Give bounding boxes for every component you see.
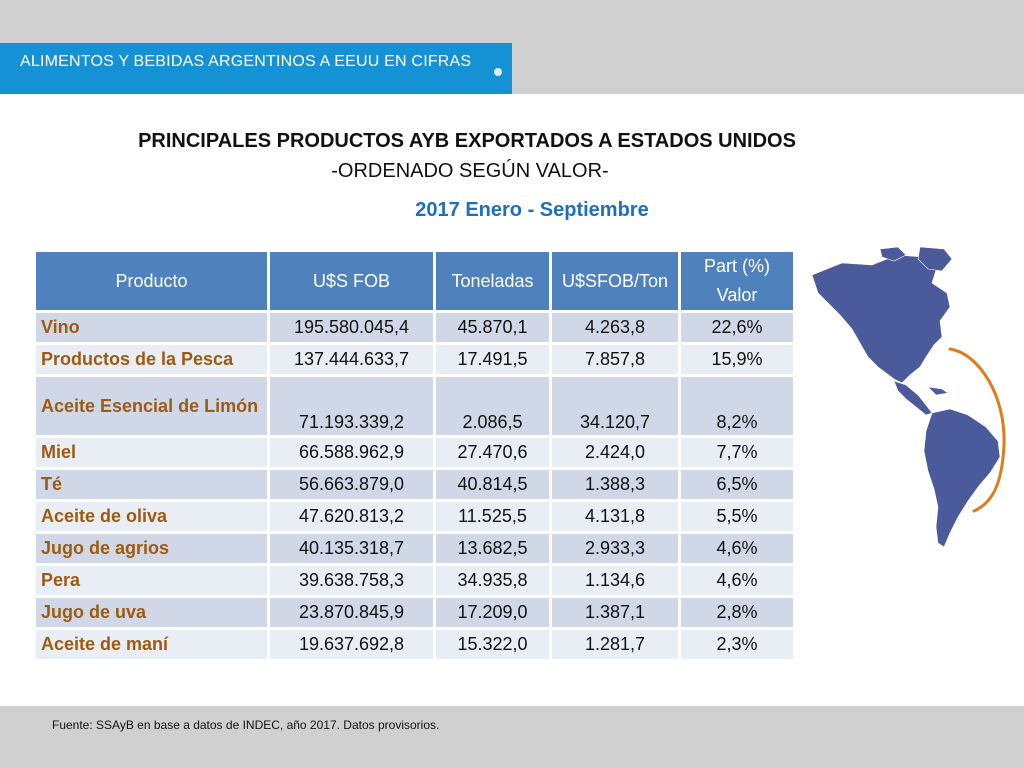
period-label: 2017 Enero - Septiembre [415,199,649,221]
arctic-islands-shape [879,246,907,262]
table-row: Jugo de agrios 40.135.318,7 13.682,5 2.9… [36,534,793,563]
cell-toneladas: 17.209,0 [436,598,549,627]
table-header-row: Producto U$S FOB Toneladas U$SFOB/Ton Pa… [36,252,793,310]
cell-fob: 47.620.813,2 [270,502,433,531]
page-title: PRINCIPALES PRODUCTOS AYB EXPORTADOS A E… [138,130,796,152]
cell-fob-ton: 2.933,3 [552,534,678,563]
north-america-shape [811,254,951,384]
cell-toneladas: 27.470,6 [436,438,549,467]
greenland-shape [917,246,953,272]
cell-part: 2,3% [681,630,793,659]
cell-fob: 195.580.045,4 [270,313,433,342]
cell-producto: Jugo de uva [36,598,267,627]
table-row: Productos de la Pesca 137.444.633,7 17.4… [36,345,793,374]
cell-fob-ton: 7.857,8 [552,345,678,374]
header-tab-label: ALIMENTOS Y BEBIDAS ARGENTINOS A EEUU EN… [20,53,472,70]
cell-fob: 23.870.845,9 [270,598,433,627]
south-america-shape [923,408,1001,548]
trade-route-arc [948,347,1006,513]
caribbean-shape [927,386,949,396]
cell-fob-ton: 2.424,0 [552,438,678,467]
cell-producto: Aceite Esencial de Limón [36,377,267,435]
cell-toneladas: 11.525,5 [436,502,549,531]
cell-fob-ton: 34.120,7 [552,377,678,435]
cell-fob: 71.193.339,2 [270,377,433,435]
header-part-line1: Part (%) [703,256,770,276]
header-fob-ton: U$SFOB/Ton [552,252,678,310]
cell-part: 6,5% [681,470,793,499]
cell-fob-ton: 1.281,7 [552,630,678,659]
americas-map-icon [811,246,1006,548]
table-row: Pera 39.638.758,3 34.935,8 1.134,6 4,6% [36,566,793,595]
header-part: Part (%) Valor [681,252,793,310]
cell-producto: Productos de la Pesca [36,345,267,374]
footer-band: Fuente: SSAyB en base a datos de INDEC, … [0,706,1024,768]
cell-toneladas: 45.870,1 [436,313,549,342]
cell-producto: Jugo de agrios [36,534,267,563]
cell-fob: 19.637.692,8 [270,630,433,659]
header-tab: ALIMENTOS Y BEBIDAS ARGENTINOS A EEUU EN… [0,43,512,94]
cell-producto: Aceite de maní [36,630,267,659]
cell-fob: 137.444.633,7 [270,345,433,374]
header-fob: U$S FOB [270,252,433,310]
header-dot [494,68,502,76]
cell-fob-ton: 4.263,8 [552,313,678,342]
table-row: Miel 66.588.962,9 27.470,6 2.424,0 7,7% [36,438,793,467]
table-row: Aceite de oliva 47.620.813,2 11.525,5 4.… [36,502,793,531]
cell-producto: Miel [36,438,267,467]
page-subtitle: -ORDENADO SEGÚN VALOR- [331,160,609,182]
cell-producto: Aceite de oliva [36,502,267,531]
cell-toneladas: 15.322,0 [436,630,549,659]
cell-part: 7,7% [681,438,793,467]
cell-part: 8,2% [681,377,793,435]
cell-fob: 40.135.318,7 [270,534,433,563]
cell-fob-ton: 1.387,1 [552,598,678,627]
cell-fob-ton: 1.388,3 [552,470,678,499]
cell-part: 2,8% [681,598,793,627]
table-row: Té 56.663.879,0 40.814,5 1.388,3 6,5% [36,470,793,499]
table-row: Aceite Esencial de Limón 71.193.339,2 2.… [36,377,793,435]
cell-fob-ton: 4.131,8 [552,502,678,531]
cell-fob: 66.588.962,9 [270,438,433,467]
cell-producto: Pera [36,566,267,595]
exports-table: Producto U$S FOB Toneladas U$SFOB/Ton Pa… [33,249,796,662]
central-america-shape [893,380,933,416]
cell-part: 5,5% [681,502,793,531]
source-note: Fuente: SSAyB en base a datos de INDEC, … [52,718,440,732]
cell-fob: 56.663.879,0 [270,470,433,499]
cell-toneladas: 2.086,5 [436,377,549,435]
cell-toneladas: 40.814,5 [436,470,549,499]
table-row: Aceite de maní 19.637.692,8 15.322,0 1.2… [36,630,793,659]
header-part-line2: Valor [716,285,758,305]
cell-fob: 39.638.758,3 [270,566,433,595]
cell-toneladas: 17.491,5 [436,345,549,374]
table-row: Vino 195.580.045,4 45.870,1 4.263,8 22,6… [36,313,793,342]
table-row: Jugo de uva 23.870.845,9 17.209,0 1.387,… [36,598,793,627]
cell-part: 15,9% [681,345,793,374]
cell-toneladas: 34.935,8 [436,566,549,595]
cell-part: 4,6% [681,534,793,563]
cell-producto: Vino [36,313,267,342]
cell-part: 22,6% [681,313,793,342]
cell-part: 4,6% [681,566,793,595]
cell-toneladas: 13.682,5 [436,534,549,563]
cell-producto: Té [36,470,267,499]
header-producto: Producto [36,252,267,310]
cell-fob-ton: 1.134,6 [552,566,678,595]
header-toneladas: Toneladas [436,252,549,310]
